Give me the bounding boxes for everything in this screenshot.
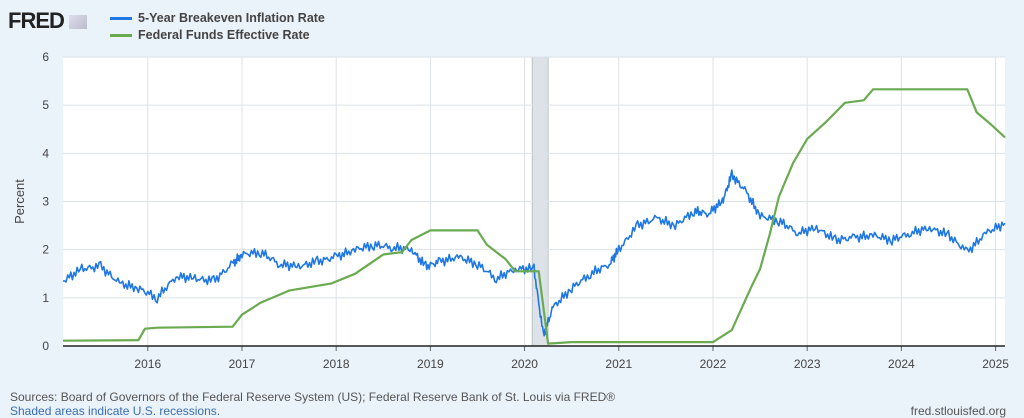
site-link[interactable]: fred.stlouisfed.org [910,404,1006,418]
x-tick-label: 2022 [700,357,727,371]
y-tick-label: 6 [42,50,49,64]
series-line-breakeven [62,169,1006,337]
x-tick-label: 2023 [794,357,821,371]
y-tick-label: 0 [42,339,49,353]
series-line-fed-funds [62,88,1006,345]
fred-logo[interactable]: FRED [8,8,88,34]
legend: 5-Year Breakeven Inflation Rate Federal … [110,10,325,44]
x-tick-label: 2019 [417,357,444,371]
x-tick-label: 2018 [323,357,350,371]
y-tick-label: 3 [42,195,49,209]
x-tick-label: 2016 [134,357,161,371]
x-tick-label: 2024 [888,357,915,371]
legend-item: Federal Funds Effective Rate [110,27,325,44]
x-tick-label: 2021 [605,357,632,371]
sources-note: Sources: Board of Governors of the Feder… [10,390,616,404]
x-tick-label: 2025 [982,357,1009,371]
x-tick-label: 2020 [511,357,538,371]
y-tick-label: 5 [42,98,49,112]
y-axis-label: Percent [12,179,27,224]
x-tick-label: 2017 [229,357,256,371]
y-tick-label: 1 [42,291,49,305]
legend-item: 5-Year Breakeven Inflation Rate [110,10,325,27]
y-tick-label: 2 [42,243,49,257]
recessions-note[interactable]: Shaded areas indicate U.S. recessions. [10,404,221,418]
chart-line-icon [69,15,88,30]
y-tick-label: 4 [42,146,49,160]
